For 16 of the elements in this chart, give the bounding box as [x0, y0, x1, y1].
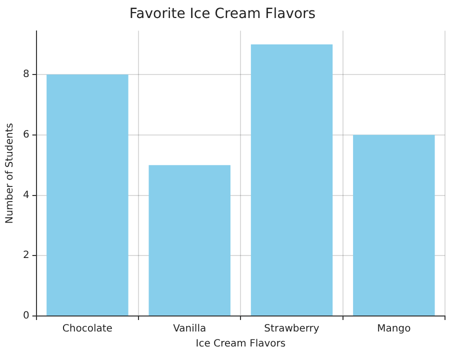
y-tick-label: 8 — [22, 69, 30, 80]
x-axis-title: Ice Cream Flavors — [196, 338, 286, 350]
y-tick-label: 4 — [22, 190, 30, 201]
y-tick-label: 2 — [22, 250, 30, 262]
x-tick-label: Vanilla — [173, 324, 206, 335]
chart-title: Favorite Ice Cream Flavors — [129, 6, 316, 22]
x-tick-label: Strawberry — [264, 324, 320, 335]
bar — [250, 44, 333, 316]
x-tick-label: Mango — [377, 324, 411, 335]
x-tick-label: Chocolate — [62, 324, 112, 335]
y-tick-label: 0 — [22, 310, 30, 322]
bar — [148, 165, 230, 316]
bar — [46, 74, 128, 316]
y-axis-title: Number of Students — [4, 123, 16, 224]
bar — [353, 134, 435, 316]
y-tick-label: 6 — [22, 130, 30, 141]
